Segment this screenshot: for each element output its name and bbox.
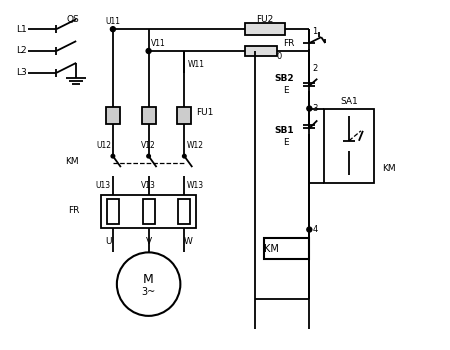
Text: FU2: FU2 xyxy=(256,15,273,24)
Circle shape xyxy=(183,154,186,158)
Bar xyxy=(245,46,277,56)
Bar xyxy=(177,106,191,124)
Text: FR: FR xyxy=(68,206,79,215)
Text: E: E xyxy=(283,86,288,95)
Text: U11: U11 xyxy=(105,17,121,26)
Text: W12: W12 xyxy=(186,141,203,150)
Circle shape xyxy=(110,27,115,31)
Circle shape xyxy=(307,106,312,111)
Circle shape xyxy=(307,227,312,232)
Text: 2: 2 xyxy=(312,64,318,74)
Text: V11: V11 xyxy=(151,38,166,48)
Text: L2: L2 xyxy=(16,47,26,56)
Bar xyxy=(107,199,119,224)
Circle shape xyxy=(111,154,115,158)
Text: 0: 0 xyxy=(277,52,282,62)
Text: W11: W11 xyxy=(188,61,205,69)
Text: 4: 4 xyxy=(312,225,318,234)
Text: KM: KM xyxy=(382,163,396,173)
Circle shape xyxy=(147,154,150,158)
Text: 1: 1 xyxy=(312,27,318,36)
Text: SA1: SA1 xyxy=(340,97,358,106)
Bar xyxy=(245,23,284,35)
Text: V: V xyxy=(145,237,152,246)
Bar xyxy=(106,106,120,124)
Text: M: M xyxy=(143,273,154,286)
Text: V13: V13 xyxy=(141,181,156,190)
Text: KM: KM xyxy=(264,244,279,254)
Circle shape xyxy=(146,49,151,54)
Text: FR: FR xyxy=(283,38,294,48)
Text: L3: L3 xyxy=(16,68,27,77)
Bar xyxy=(324,108,374,183)
Text: 3~: 3~ xyxy=(141,287,156,297)
Bar xyxy=(178,199,190,224)
Text: SB1: SB1 xyxy=(275,126,294,135)
Text: L1: L1 xyxy=(16,25,27,34)
Text: 3: 3 xyxy=(312,104,318,113)
Text: W: W xyxy=(184,237,193,246)
Bar xyxy=(142,106,156,124)
Text: E: E xyxy=(283,138,288,147)
Text: V12: V12 xyxy=(141,141,156,150)
Bar xyxy=(264,238,309,259)
Bar xyxy=(143,199,154,224)
Text: U: U xyxy=(106,237,112,246)
Text: SB2: SB2 xyxy=(275,74,294,83)
Text: U13: U13 xyxy=(96,181,111,190)
Text: U12: U12 xyxy=(96,141,111,150)
Text: W13: W13 xyxy=(186,181,203,190)
Text: FU1: FU1 xyxy=(196,108,214,117)
Text: KM: KM xyxy=(66,156,79,166)
Bar xyxy=(101,195,196,228)
Text: QS: QS xyxy=(67,15,80,24)
